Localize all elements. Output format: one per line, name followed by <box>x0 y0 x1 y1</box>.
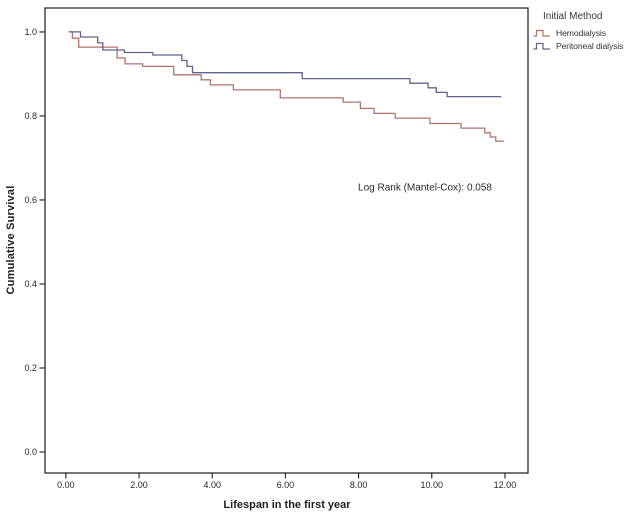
legend-item-label: Hemodialysis <box>556 28 606 38</box>
legend-item-label: Peritoneal dialysis <box>556 41 624 51</box>
x-tick-label: 6.00 <box>277 480 295 490</box>
y-tick-label: 0.4 <box>24 279 37 289</box>
x-tick-label: 10.00 <box>421 480 444 490</box>
peritoneal-dialysis-step-line-glyph <box>533 42 550 50</box>
x-tick-label: 12.00 <box>494 480 517 490</box>
x-tick-label: 0.00 <box>57 480 75 490</box>
legend-item-peritoneal-dialysis: Peritoneal dialysis <box>533 41 626 51</box>
x-tick-label: 4.00 <box>203 480 221 490</box>
legend-item-hemodialysis: Hemodialysis <box>533 28 626 38</box>
y-tick-label: 0.2 <box>24 363 37 373</box>
y-tick-label: 1.0 <box>24 27 37 37</box>
survival-curve-peritoneal-dialysis <box>68 31 502 98</box>
legend: Initial Method Hemodialysis Peritoneal d… <box>533 11 626 54</box>
x-tick-label: 8.00 <box>350 480 368 490</box>
log-rank-annotation: Log Rank (Mantel-Cox): 0.058 <box>358 182 492 194</box>
y-axis-title: Cumulative Survival <box>5 185 17 295</box>
survival-curve-hemodialysis <box>68 31 504 142</box>
y-tick-label: 0.6 <box>24 195 37 205</box>
y-tick-label: 0.0 <box>24 447 37 457</box>
x-axis-title: Lifespan in the first year <box>223 499 351 511</box>
y-tick-label: 0.8 <box>24 111 37 121</box>
hemodialysis-step-line-glyph <box>533 29 550 37</box>
plot-frame <box>44 7 529 474</box>
legend-title: Initial Method <box>543 11 603 22</box>
x-tick-label: 2.00 <box>130 480 148 490</box>
